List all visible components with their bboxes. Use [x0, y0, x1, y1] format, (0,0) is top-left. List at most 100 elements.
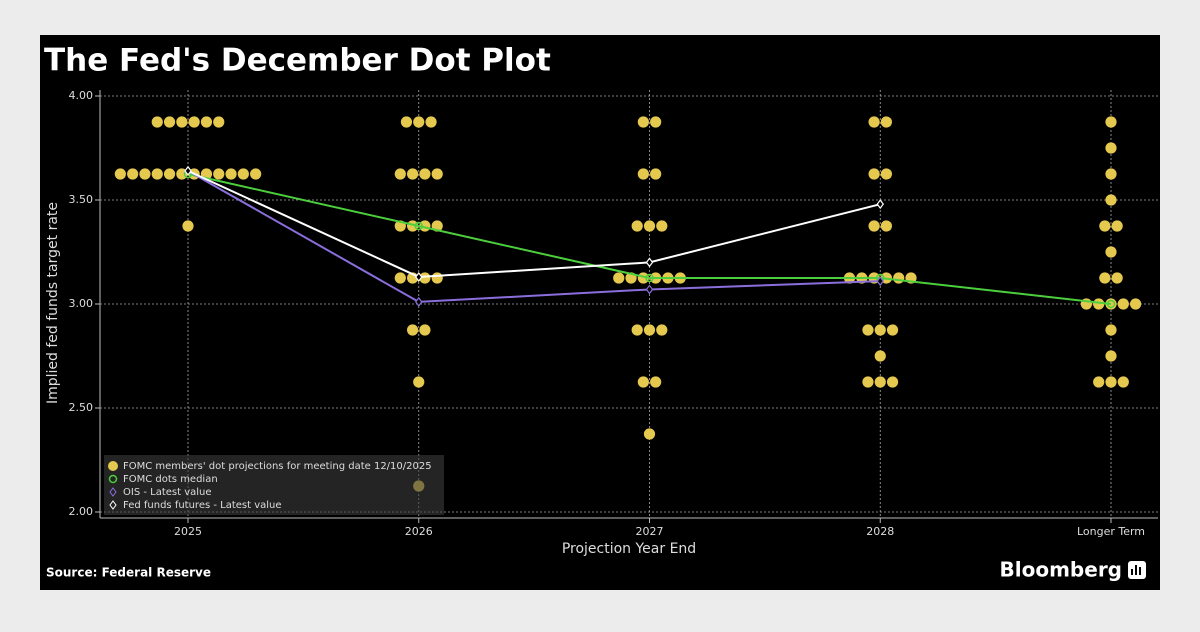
dot [419, 272, 431, 284]
dot [1105, 142, 1117, 154]
dot [407, 168, 419, 180]
dot [176, 116, 188, 128]
dot [862, 324, 874, 336]
y-axis-label: Implied fed funds target rate [45, 202, 61, 404]
y-tick-label: 4.00 [69, 89, 94, 102]
legend-swatch [108, 474, 118, 484]
legend-label: OIS - Latest value [123, 487, 212, 498]
dot [151, 168, 163, 180]
dot [419, 168, 431, 180]
legend-swatch [109, 500, 117, 510]
x-tick-label: 2028 [866, 525, 894, 538]
series-line [187, 170, 881, 303]
dot [394, 168, 406, 180]
dot [650, 116, 662, 128]
dot [874, 324, 886, 336]
dot [182, 220, 194, 232]
dot [188, 116, 200, 128]
brand: Bloomberg [1000, 558, 1122, 582]
dot [874, 350, 886, 362]
legend-swatch [109, 487, 117, 497]
dot [637, 376, 649, 388]
y-tick-label: 2.50 [69, 401, 94, 414]
y-tick-label: 2.00 [69, 505, 94, 518]
dot [1099, 272, 1111, 284]
dot [1105, 350, 1117, 362]
dot [1117, 298, 1129, 310]
series-line [187, 169, 881, 278]
legend-label: Fed funds futures - Latest value [123, 500, 282, 511]
dot [643, 428, 656, 440]
y-tick-label: 3.00 [69, 297, 94, 310]
line-marker [876, 276, 884, 287]
dot [127, 168, 139, 180]
dot [637, 116, 649, 128]
x-tick-label: 2025 [174, 525, 202, 538]
dot [1111, 220, 1123, 232]
dot [1093, 376, 1105, 388]
dot [1105, 376, 1117, 388]
dot [868, 220, 880, 232]
dot [1099, 220, 1111, 232]
dot [413, 376, 425, 388]
dot [1105, 168, 1117, 180]
x-tick-label: 2027 [636, 525, 664, 538]
dot [151, 116, 163, 128]
dot [656, 324, 668, 336]
dot [400, 116, 413, 128]
dot [893, 272, 905, 284]
brand-icon-bars [1131, 565, 1141, 575]
line-marker [414, 221, 423, 231]
dot [1105, 324, 1117, 336]
line-marker [645, 284, 654, 295]
dot [880, 116, 893, 128]
dot [200, 116, 213, 128]
dot [1105, 246, 1117, 258]
dot [213, 168, 225, 180]
chart: The Fed's December Dot Plot Projection Y… [44, 43, 1158, 582]
dot [431, 168, 443, 180]
dot [213, 116, 225, 128]
legend-box [104, 455, 444, 515]
dot [631, 220, 643, 232]
line-marker [645, 257, 654, 268]
dot [1105, 194, 1117, 206]
dot [163, 116, 176, 128]
dot [643, 324, 656, 336]
dot [874, 376, 886, 388]
dot [1111, 272, 1123, 284]
dot [1105, 116, 1117, 128]
x-tick-label: 2026 [405, 525, 433, 538]
dot [880, 168, 893, 180]
x-axis-label: Projection Year End [562, 541, 696, 557]
dot [407, 324, 419, 336]
dot [613, 272, 625, 284]
dot [862, 376, 874, 388]
chart-title: The Fed's December Dot Plot [44, 43, 551, 79]
source: Source: Federal Reserve [46, 566, 211, 580]
dot [650, 376, 662, 388]
y-tick-label: 3.50 [69, 193, 94, 206]
dot [163, 168, 176, 180]
line-marker [876, 199, 884, 210]
dot [1130, 298, 1142, 310]
dot [225, 168, 237, 180]
legend-label: FOMC dots median [123, 474, 218, 485]
dot [237, 168, 249, 180]
legend-swatch [108, 461, 118, 471]
series-line [187, 173, 1112, 305]
line-marker [1106, 299, 1116, 309]
dot [250, 168, 262, 180]
dot [419, 324, 431, 336]
dot [868, 168, 880, 180]
dot [431, 272, 443, 284]
dot [1117, 376, 1129, 388]
dot [413, 116, 425, 128]
dot [886, 376, 899, 388]
dot [650, 168, 662, 180]
line-marker [184, 165, 192, 176]
dot [643, 220, 656, 232]
x-tick-label: Longer Term [1077, 525, 1145, 538]
dot [1093, 298, 1105, 310]
dot [637, 168, 649, 180]
